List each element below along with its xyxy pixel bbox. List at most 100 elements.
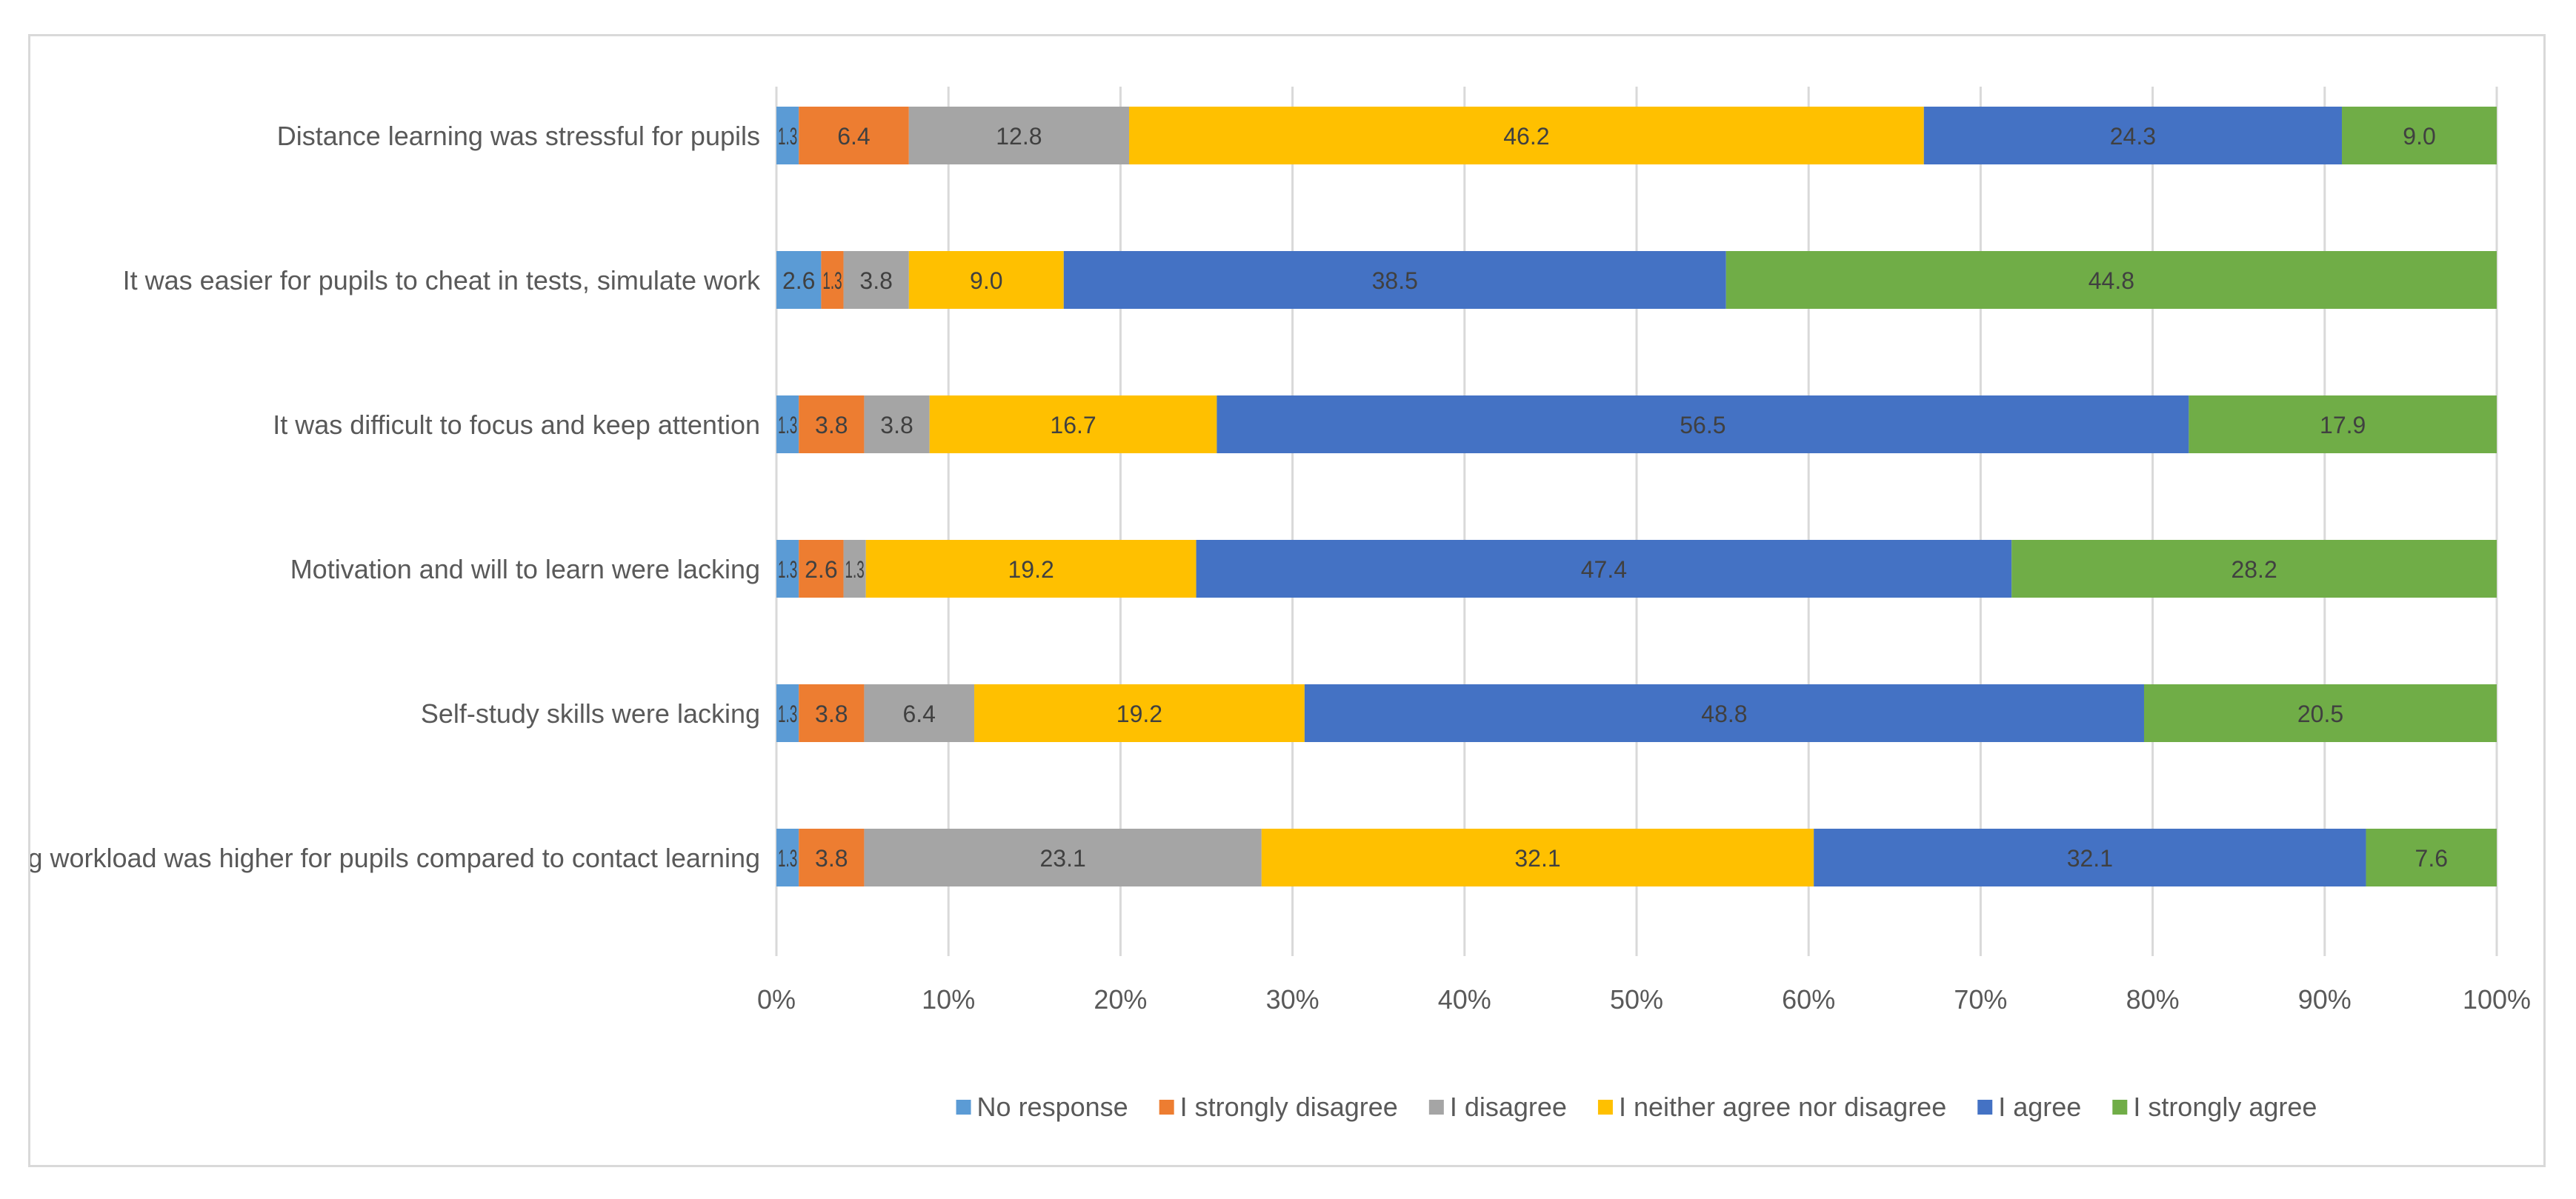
data-label: 38.5 xyxy=(1372,267,1418,294)
data-label: 47.4 xyxy=(1581,556,1627,583)
legend-label: I strongly disagree xyxy=(1180,1092,1398,1122)
bar-segment xyxy=(1261,829,1814,886)
data-label: 3.8 xyxy=(815,845,848,872)
legend-label: I neither agree nor disagree xyxy=(1619,1092,1946,1122)
legend-item: I strongly disagree xyxy=(1159,1092,1398,1122)
data-label: 20.5 xyxy=(2297,701,2343,727)
x-axis-tick-labels: 0% 10% 20% 30% 40% 50% 60% 70% 80% 90% 100% xyxy=(757,984,2531,1015)
legend-swatch xyxy=(1428,1100,1444,1115)
legend-swatch xyxy=(1159,1100,1174,1115)
data-label: 17.9 xyxy=(2320,412,2366,438)
data-label: 6.4 xyxy=(837,123,870,150)
bar-segment xyxy=(1196,540,2012,598)
legend-swatch xyxy=(956,1100,971,1115)
bar-segment xyxy=(974,684,1305,742)
category-label: It was easier for pupils to cheat in tes… xyxy=(123,265,761,295)
bar-segment xyxy=(776,251,822,309)
data-label: 3.8 xyxy=(815,412,848,438)
bar-segment xyxy=(2011,540,2497,598)
data-label: 7.6 xyxy=(2415,845,2448,872)
x-tick-label: 10% xyxy=(922,984,975,1015)
bar-segment xyxy=(1304,684,2144,742)
bar-segment xyxy=(799,107,909,164)
data-label: 1.3 xyxy=(778,412,797,438)
data-label: 32.1 xyxy=(2067,845,2113,872)
x-tick-label: 70% xyxy=(1954,984,2007,1015)
bar-segment xyxy=(865,540,1197,598)
bar-segment xyxy=(1814,829,2366,886)
legend-item: I neither agree nor disagree xyxy=(1597,1092,1946,1122)
data-label: 3.8 xyxy=(815,701,848,727)
data-label: 32.1 xyxy=(1514,845,1560,872)
data-label: 3.8 xyxy=(880,412,913,438)
bar-segment xyxy=(843,251,909,309)
legend-item: I agree xyxy=(1977,1092,2081,1122)
legend-item: I disagree xyxy=(1428,1092,1567,1122)
bar-segments xyxy=(776,107,2497,886)
bar-segment xyxy=(799,829,865,886)
data-label: 12.8 xyxy=(996,123,1042,150)
bar-segment xyxy=(799,684,865,742)
legend-label: I agree xyxy=(1998,1092,2081,1122)
category-label: Motivation and will to learn were lackin… xyxy=(290,554,760,584)
bar-segment xyxy=(908,251,1064,309)
bar-segment xyxy=(1725,251,2497,309)
bar-segment xyxy=(776,829,799,886)
x-tick-label: 20% xyxy=(1094,984,1147,1015)
legend-item: No response xyxy=(956,1092,1128,1122)
bar-segment xyxy=(864,395,930,453)
bar-segment xyxy=(1923,107,2343,164)
data-label: 46.2 xyxy=(1503,123,1549,150)
bar-segment xyxy=(1129,107,1924,164)
legend-label: No response xyxy=(977,1092,1128,1122)
x-tick-label: 40% xyxy=(1438,984,1491,1015)
x-tick-label: 30% xyxy=(1266,984,1319,1015)
data-label: 3.8 xyxy=(859,267,892,294)
x-tick-label: 90% xyxy=(2298,984,2352,1015)
bar-segment xyxy=(1217,395,2189,453)
data-label: 2.6 xyxy=(805,556,837,583)
legend-swatch xyxy=(2112,1100,2128,1115)
data-label: 19.2 xyxy=(1008,556,1054,583)
data-label: 1.3 xyxy=(778,845,797,872)
data-label: 56.5 xyxy=(1680,412,1725,438)
bar-segment xyxy=(799,540,844,598)
category-label: It was difficult to focus and keep atten… xyxy=(273,410,760,440)
category-label: The learning workload was higher for pup… xyxy=(30,843,760,873)
x-tick-label: 100% xyxy=(2463,984,2531,1015)
gridlines xyxy=(775,87,2498,956)
category-label: Self-study skills were lacking xyxy=(421,698,760,729)
bar-segment xyxy=(776,540,799,598)
bar-segment xyxy=(776,107,799,164)
data-label: 1.3 xyxy=(845,556,865,583)
data-label: 1.3 xyxy=(778,556,797,583)
data-label: 1.3 xyxy=(778,701,797,727)
x-tick-label: 0% xyxy=(757,984,796,1015)
data-label: 24.3 xyxy=(2110,123,2156,150)
bar-segment xyxy=(929,395,1217,453)
bar-segment xyxy=(2189,395,2497,453)
data-label: 28.2 xyxy=(2231,556,2277,583)
bar-segment xyxy=(2342,107,2497,164)
data-label: 9.0 xyxy=(970,267,1002,294)
data-label: 48.8 xyxy=(1701,701,1747,727)
x-tick-label: 80% xyxy=(2126,984,2180,1015)
data-label: 1.3 xyxy=(822,267,842,294)
bar-segment xyxy=(799,395,865,453)
x-tick-label: 60% xyxy=(1782,984,1835,1015)
bar-segment xyxy=(1063,251,1726,309)
data-label: 23.1 xyxy=(1039,845,1085,872)
stacked-bar-chart: 1.3 6.4 12.8 46.2 24.3 9.0 2.6 1.3 3.8 9.0 38.5 44.… xyxy=(30,87,2531,1122)
legend: No response I strongly disagree I disagree… xyxy=(956,1092,2317,1122)
legend-item: I strongly agree xyxy=(2112,1092,2317,1122)
bar-segment xyxy=(2366,829,2497,886)
bar-segment xyxy=(2143,684,2497,742)
bar-segment xyxy=(776,395,799,453)
data-label: 6.4 xyxy=(902,701,935,727)
legend-swatch xyxy=(1597,1100,1613,1115)
chart-frame: 1.3 6.4 12.8 46.2 24.3 9.0 2.6 1.3 3.8 9.0 38.5 44.… xyxy=(28,34,2546,1167)
segment-labels: 1.3 6.4 12.8 46.2 24.3 9.0 2.6 1.3 3.8 9.0 38.5 44.… xyxy=(778,123,2448,872)
bar-segment xyxy=(776,684,799,742)
x-tick-label: 50% xyxy=(1610,984,1663,1015)
data-label: 1.3 xyxy=(778,123,797,150)
